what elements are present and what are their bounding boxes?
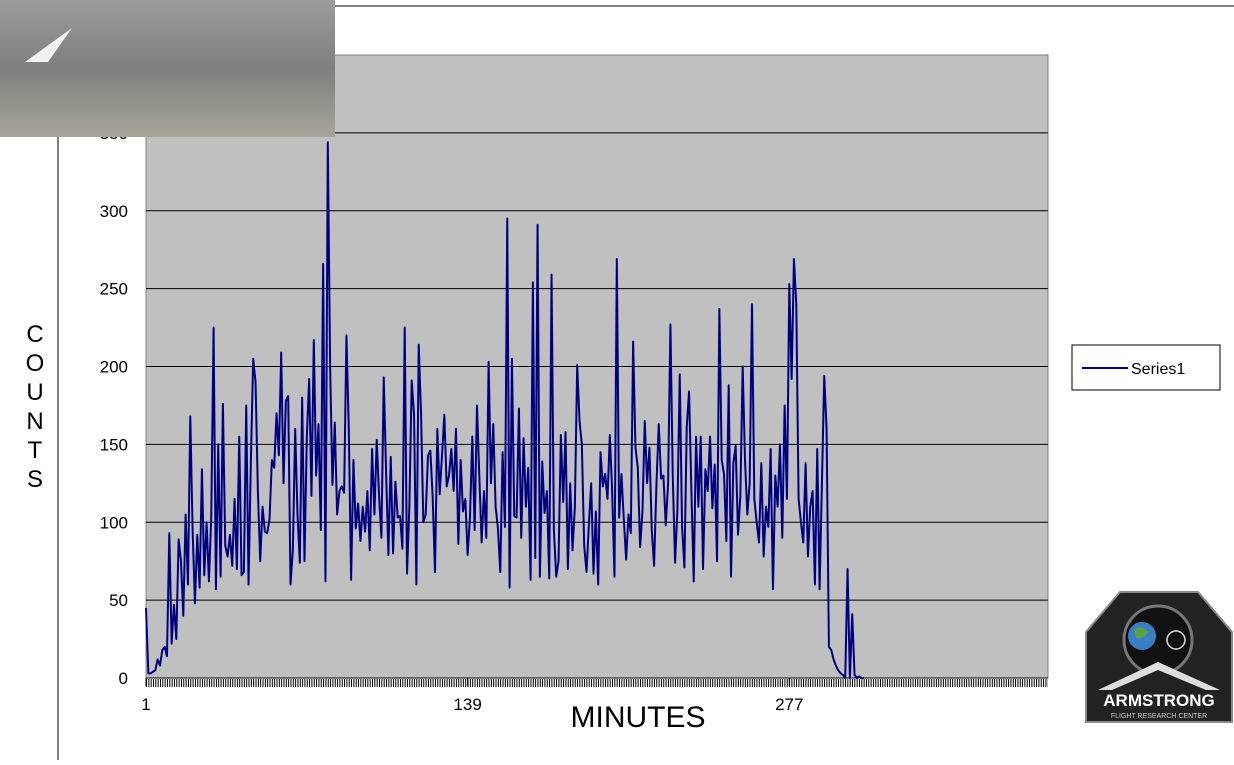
y-tick-label: 0 (119, 669, 128, 688)
x-tick-label: 1 (141, 695, 150, 714)
y-tick-label: 100 (100, 513, 128, 532)
legend-items: Series1 (1082, 361, 1185, 378)
y-tick-label: 150 (100, 435, 128, 454)
logo-subtitle: FLIGHT RESEARCH CENTER (1111, 713, 1207, 720)
x-tick-label: 277 (775, 695, 803, 714)
chart-layer: 0501001502002503003501139277 (100, 124, 1048, 714)
legend-label: Series1 (1131, 361, 1185, 378)
x-tick-label: 139 (453, 695, 481, 714)
logo: ARMSTRONG FLIGHT RESEARCH CENTER (1085, 591, 1233, 723)
logo-title: ARMSTRONG (1103, 691, 1214, 710)
series-line (145, 141, 864, 679)
photo (0, 0, 335, 137)
x-axis-label: MINUTES (571, 701, 706, 734)
y-tick-label: 300 (100, 202, 128, 221)
photo-wing (25, 28, 72, 62)
y-tick-label: 50 (109, 591, 128, 610)
y-tick-label: 250 (100, 280, 128, 299)
y-tick-label: 200 (100, 358, 128, 377)
